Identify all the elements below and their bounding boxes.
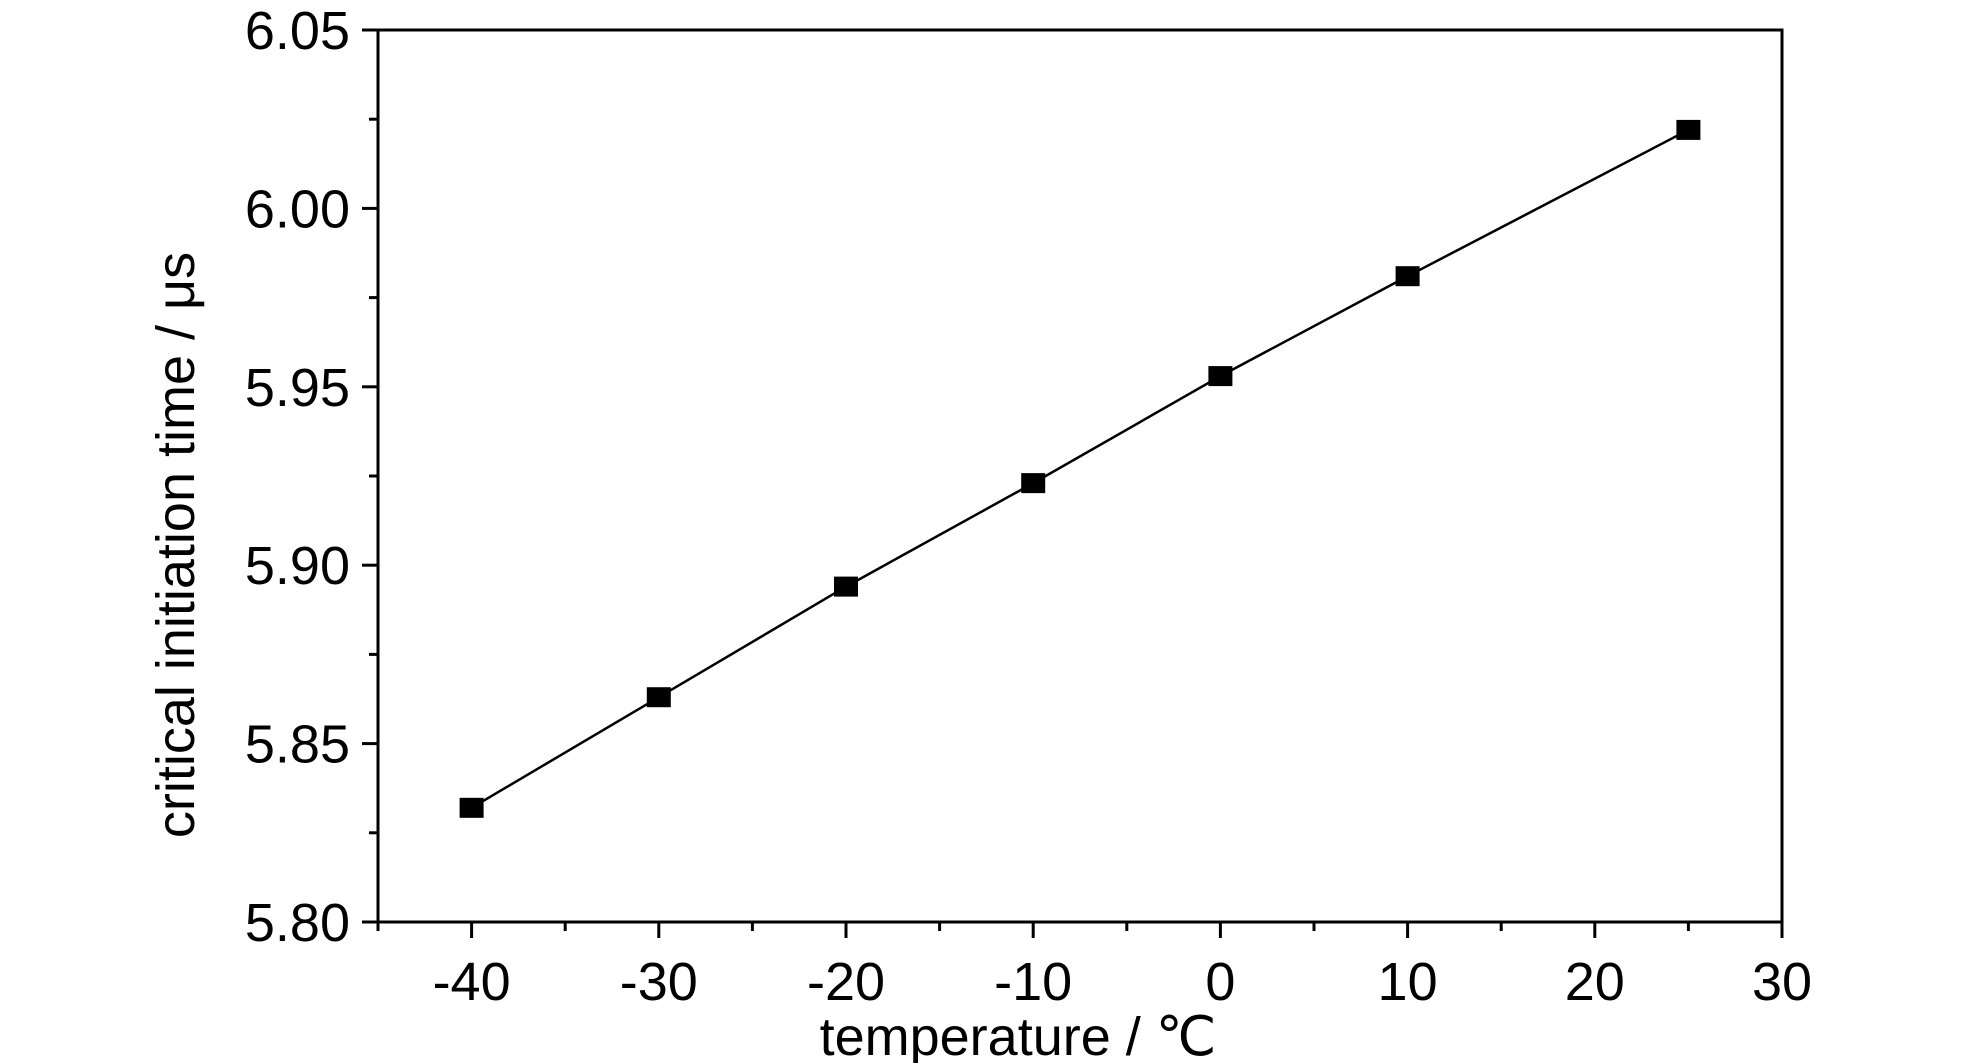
- plot-frame: [376, 28, 1784, 924]
- x-axis-ticks: -40 -30 -20 -10 0 10 20 30: [376, 922, 1812, 1012]
- x-tick-label: 0: [1205, 952, 1235, 1012]
- data-point-marker: [1208, 366, 1233, 387]
- data-point-marker: [1676, 119, 1701, 140]
- y-tick-label: 5.95: [245, 358, 350, 418]
- x-tick-label: -20: [807, 952, 885, 1012]
- y-tick-label: 5.80: [245, 893, 350, 953]
- x-tick-label: 20: [1565, 952, 1625, 1012]
- data-point-marker: [834, 576, 858, 597]
- y-axis-ticks: 5.80 5.85 5.90 5.95 6.00 6.05: [245, 1, 378, 953]
- data-point-marker: [1021, 473, 1046, 494]
- y-tick-label: 5.90: [245, 536, 350, 596]
- data-point-marker: [1395, 266, 1420, 287]
- x-tick-label: -40: [433, 952, 511, 1012]
- y-tick-label: 6.05: [245, 1, 350, 61]
- data-point-marker: [459, 797, 484, 818]
- data-point-marker: [646, 687, 671, 708]
- y-tick-label: 5.85: [245, 715, 350, 775]
- x-tick-label: -30: [620, 952, 698, 1012]
- x-tick-label: 10: [1378, 952, 1438, 1012]
- x-axis-title: temperature / ℃: [820, 1007, 1217, 1063]
- data-series: [459, 119, 1701, 818]
- y-tick-label: 6.00: [245, 179, 350, 239]
- x-tick-label: 30: [1752, 952, 1812, 1012]
- x-tick-label: -10: [994, 952, 1072, 1012]
- y-axis-title: critical initiation time / μs: [146, 252, 206, 838]
